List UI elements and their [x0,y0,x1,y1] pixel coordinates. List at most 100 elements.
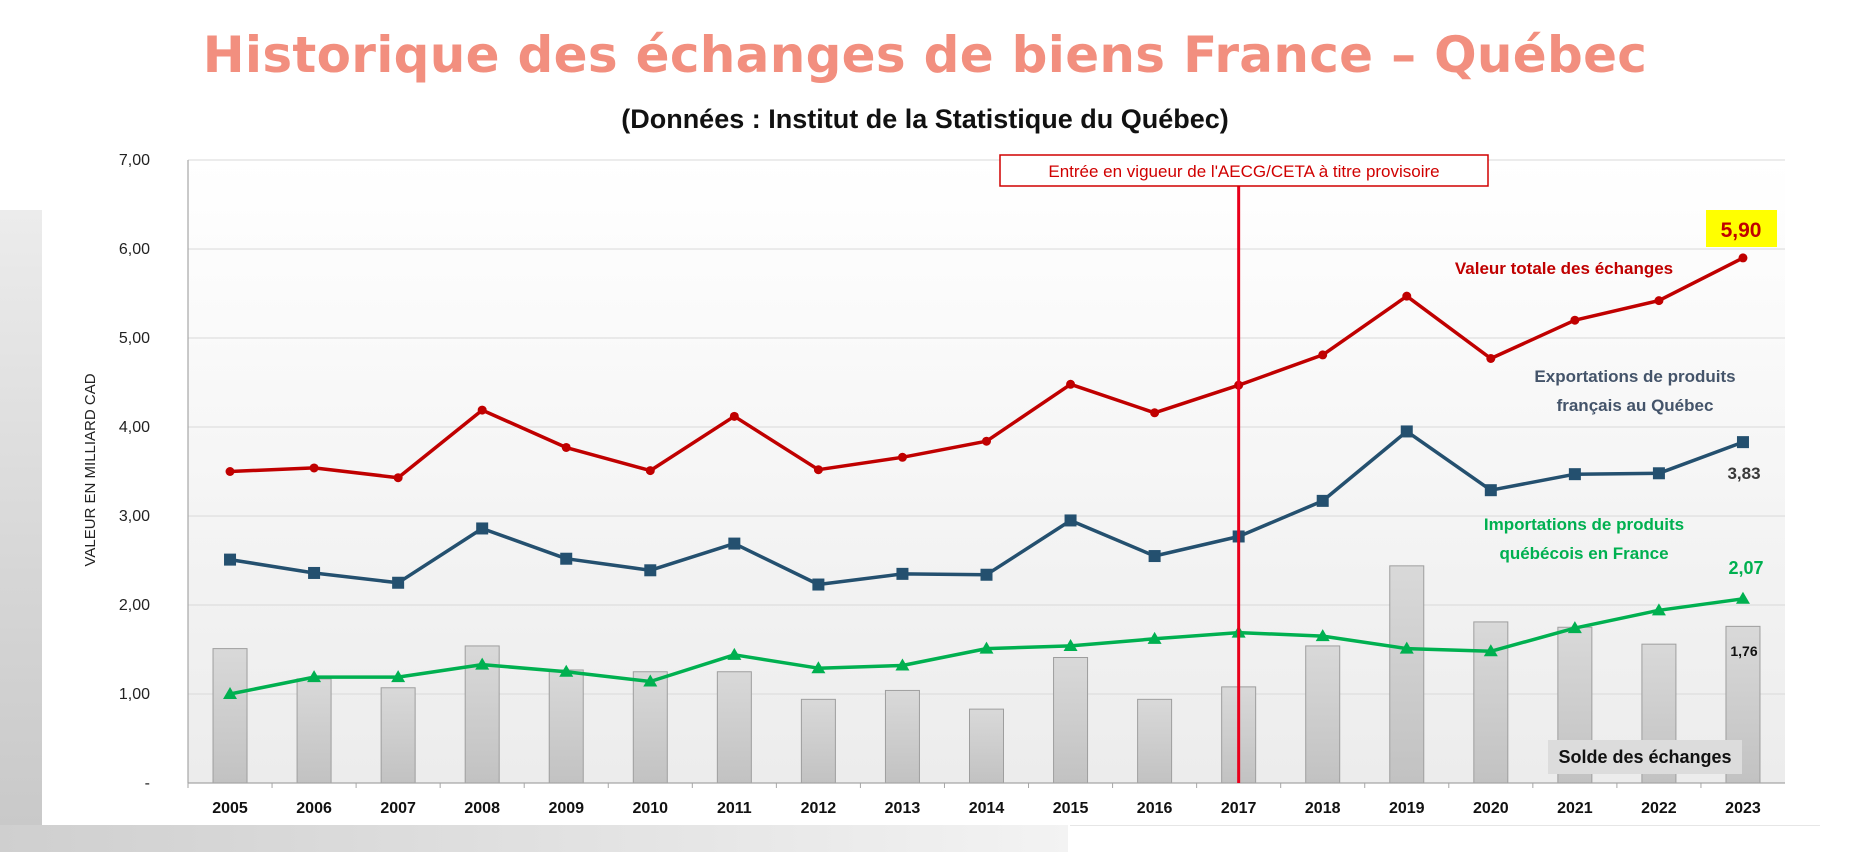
point-marker [1484,484,1497,497]
tick-labels: - 1,00 2,00 3,00 4,00 5,00 6,00 7,00 2005 2006 200… [119,152,1761,817]
point-marker [1736,436,1749,449]
point-marker [1738,253,1748,263]
y-tick-label: 4,00 [119,419,150,436]
x-tick-label: 2012 [801,800,837,817]
point-marker [1066,379,1076,389]
x-tick-label: 2016 [1137,800,1173,817]
solde-bar [1389,565,1425,784]
series-label-exports-line1: Exportations de produits [1534,367,1735,386]
solde-bar [716,671,752,784]
point-marker [1400,425,1413,438]
x-tick-label: 2010 [632,800,668,817]
point-marker [477,405,487,415]
solde-bar [1137,698,1173,784]
point-marker [645,466,655,476]
point-marker [225,467,235,476]
point-marker [309,463,319,473]
x-tick-label: 2018 [1305,800,1341,817]
series-label-total: Valeur totale des échanges [1455,259,1673,278]
ceta-annotation-box [999,154,1489,187]
ceta-annotation-text: Entrée en vigueur de l'AECG/CETA à titre… [1048,162,1439,181]
series-label-exports-line2: français au Québec [1557,396,1714,415]
x-tick-label: 2007 [380,800,416,817]
point-marker [980,568,993,581]
solde-bar [548,669,584,784]
solde-bar [1053,657,1089,784]
point-marker [475,657,490,670]
point-marker [1486,353,1496,363]
point-marker [1148,550,1161,563]
point-marker [1150,408,1160,418]
data-label-exports-2023: 3,83 [1727,464,1760,483]
solde-bar [296,678,332,784]
point-marker [728,537,741,550]
solde-bar [969,708,1004,784]
point-marker [813,465,823,475]
point-marker [1483,644,1498,657]
y-tick-label: 3,00 [119,508,150,525]
point-marker [727,647,742,660]
point-marker [1567,621,1582,634]
x-tick-label: 2008 [464,800,500,817]
x-tick-label: 2022 [1641,800,1677,817]
x-tick-label: 2019 [1389,800,1425,817]
point-marker [1654,296,1664,306]
solde-legend-box [1548,740,1742,774]
point-marker [1315,629,1330,642]
y-tick-label: 6,00 [119,241,150,258]
background-decor-left [0,210,42,825]
solde-bar [212,648,248,784]
series-label-imports-line1: Importations de produits [1484,515,1684,534]
point-marker [224,553,237,566]
plot-area [188,160,1785,783]
total-2023-highlight [1706,210,1777,247]
point-marker [1399,641,1414,654]
point-marker [895,658,910,671]
point-marker [393,473,403,483]
point-marker [811,661,826,674]
point-marker [729,411,739,421]
point-marker [1402,291,1412,301]
solde-bar [884,689,920,784]
point-marker [1568,468,1581,481]
x-tick-label: 2014 [969,800,1005,817]
data-label-imports-2023: 2,07 [1728,558,1763,578]
point-marker [223,687,238,699]
x-tick-label: 2013 [885,800,921,817]
point-marker [1651,603,1666,616]
x-tick-label: 2011 [717,800,752,817]
series-label-imports-line2: québécois en France [1499,544,1668,563]
solde-bar [380,687,416,784]
point-marker [559,664,574,677]
point-marker [560,552,573,565]
point-marker [561,442,571,452]
x-tick-label: 2005 [212,800,248,817]
point-marker [1147,631,1162,644]
x-tick-label: 2023 [1725,800,1761,817]
point-marker [1570,315,1580,325]
solde-bar [632,671,668,784]
x-tick-label: 2021 [1557,800,1593,817]
data-label-solde-2023: 1,76 [1730,643,1757,659]
solde-bar [1305,645,1341,784]
background-rule [1070,825,1820,826]
point-marker [392,576,405,589]
point-marker [896,567,909,580]
point-marker [1316,494,1329,507]
point-marker [1064,514,1077,527]
page-title: Historique des échanges de biens France … [202,26,1648,84]
point-marker [897,452,907,462]
x-tick-label: 2006 [296,800,332,817]
y-axis-label: VALEUR EN MILLIARD CAD [82,373,99,566]
series-markers [223,253,1750,699]
data-label-total-2023: 5,90 [1721,219,1762,242]
point-marker [476,522,489,535]
series-label-solde: Solde des échanges [1558,747,1731,767]
x-tick-label: 2015 [1053,800,1089,817]
solde-bar [800,698,836,784]
y-tick-label: 7,00 [119,152,150,169]
point-marker [308,566,321,579]
x-tick-label: 2009 [548,800,584,817]
gridlines [188,159,1785,695]
